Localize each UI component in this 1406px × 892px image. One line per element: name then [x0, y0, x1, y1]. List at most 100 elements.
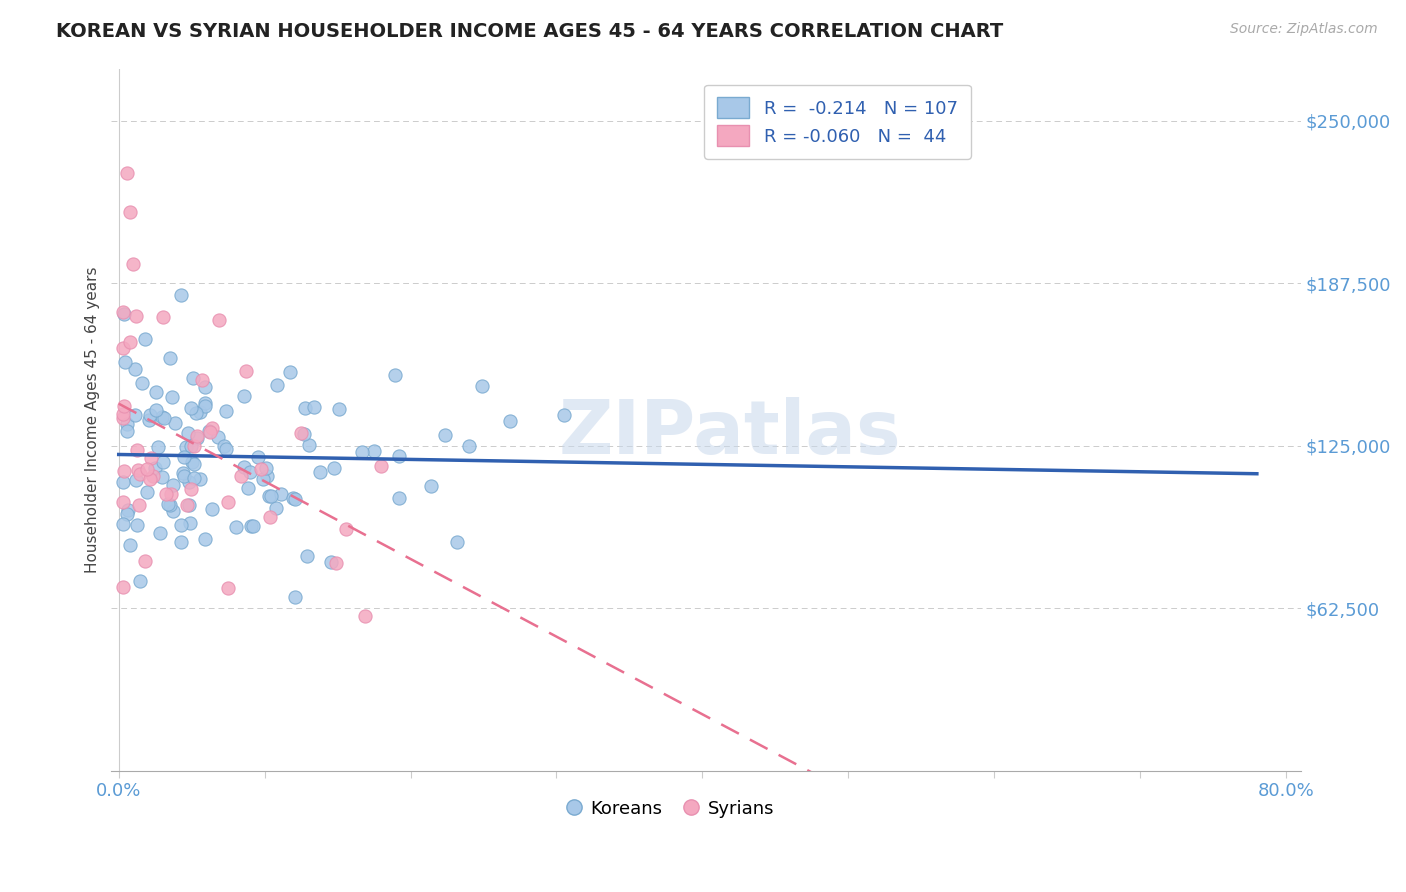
Point — [138, 413, 160, 427]
Point — [198, 425, 221, 439]
Point — [159, 351, 181, 365]
Point — [115, 424, 138, 438]
Point — [384, 368, 406, 382]
Point — [150, 470, 173, 484]
Point — [354, 608, 377, 623]
Point — [194, 399, 217, 413]
Point — [142, 469, 165, 483]
Point — [155, 487, 177, 501]
Point — [183, 439, 205, 453]
Point — [281, 491, 304, 505]
Point — [240, 519, 263, 533]
Point — [183, 471, 205, 485]
Point — [284, 590, 307, 604]
Point — [308, 465, 330, 479]
Text: KOREAN VS SYRIAN HOUSEHOLDER INCOME AGES 45 - 64 YEARS CORRELATION CHART: KOREAN VS SYRIAN HOUSEHOLDER INCOME AGES… — [56, 22, 1004, 41]
Point — [112, 495, 135, 509]
Point — [201, 421, 224, 435]
Point — [225, 520, 247, 534]
Point — [242, 518, 264, 533]
Point — [129, 467, 152, 481]
Point — [159, 498, 181, 512]
Point — [177, 475, 200, 489]
Point — [259, 509, 281, 524]
Point — [112, 410, 135, 425]
Point — [120, 334, 142, 349]
Y-axis label: Householder Income Ages 45 - 64 years: Householder Income Ages 45 - 64 years — [86, 267, 100, 573]
Point — [198, 424, 221, 438]
Point — [266, 501, 288, 516]
Point — [186, 429, 208, 443]
Point — [122, 256, 145, 270]
Point — [304, 400, 326, 414]
Point — [294, 401, 316, 415]
Point — [278, 365, 301, 379]
Point — [180, 401, 202, 415]
Point — [295, 549, 318, 563]
Point — [322, 461, 344, 475]
Point — [176, 499, 198, 513]
Point — [139, 451, 162, 466]
Point — [188, 405, 211, 419]
Point — [249, 461, 271, 475]
Point — [112, 517, 135, 532]
Text: Source: ZipAtlas.com: Source: ZipAtlas.com — [1230, 22, 1378, 37]
Point — [270, 486, 292, 500]
Legend: Koreans, Syrians: Koreans, Syrians — [560, 792, 782, 825]
Point — [153, 410, 176, 425]
Point — [217, 495, 239, 509]
Point — [434, 428, 457, 442]
Point — [194, 380, 217, 394]
Point — [229, 469, 252, 483]
Point — [239, 465, 262, 479]
Point — [446, 534, 468, 549]
Point — [149, 525, 172, 540]
Point — [186, 406, 208, 420]
Point — [128, 574, 150, 589]
Point — [120, 204, 142, 219]
Point — [180, 482, 202, 496]
Point — [162, 478, 184, 492]
Point — [124, 408, 146, 422]
Point — [139, 472, 162, 486]
Point — [177, 426, 200, 441]
Point — [125, 474, 148, 488]
Point — [214, 442, 236, 457]
Point — [191, 374, 214, 388]
Point — [215, 404, 238, 418]
Point — [139, 408, 162, 422]
Point — [172, 467, 194, 481]
Point — [180, 439, 202, 453]
Point — [128, 463, 150, 477]
Point — [388, 491, 411, 505]
Point — [118, 538, 141, 552]
Point — [114, 399, 136, 413]
Point — [134, 554, 156, 568]
Point — [290, 425, 312, 440]
Point — [553, 409, 575, 423]
Point — [212, 439, 235, 453]
Point — [173, 450, 195, 464]
Point — [388, 449, 411, 463]
Point — [236, 481, 259, 495]
Point — [256, 469, 278, 483]
Point — [335, 522, 357, 536]
Point — [135, 461, 157, 475]
Point — [148, 440, 170, 454]
Point — [125, 442, 148, 457]
Point — [328, 401, 350, 416]
Point — [117, 165, 139, 179]
Point — [170, 535, 193, 549]
Point — [143, 461, 166, 475]
Point — [186, 431, 208, 445]
Point — [370, 458, 392, 473]
Point — [252, 472, 274, 486]
Point — [112, 464, 135, 478]
Point — [260, 489, 283, 503]
Point — [170, 288, 193, 302]
Point — [112, 407, 135, 421]
Point — [152, 310, 174, 325]
Point — [217, 582, 239, 596]
Point — [235, 364, 257, 378]
Point — [128, 498, 150, 512]
